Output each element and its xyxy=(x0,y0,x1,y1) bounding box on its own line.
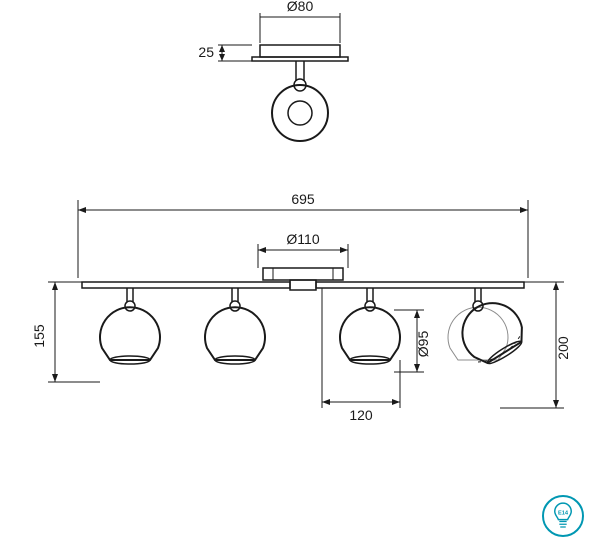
front-view: 695 Ø110 xyxy=(31,191,571,423)
label-spacing: 120 xyxy=(349,407,373,423)
dimension-drawing: Ø80 25 695 xyxy=(0,0,600,553)
label-mount-dia: Ø110 xyxy=(286,231,319,247)
label-top-height: 25 xyxy=(198,44,214,60)
spot-1 xyxy=(100,288,160,364)
spot-3 xyxy=(340,288,400,364)
ceiling-mount xyxy=(263,268,343,280)
label-spot-dia: Ø95 xyxy=(415,331,431,358)
spot-2 xyxy=(205,288,265,364)
bulb-label: E14 xyxy=(558,511,569,517)
dim-top-height: 25 xyxy=(198,44,252,61)
label-left-height: 155 xyxy=(31,324,47,348)
bulb-spec-badge: E14 xyxy=(542,495,584,537)
dim-top-diameter: Ø80 xyxy=(260,0,340,43)
dim-mount-dia: Ø110 xyxy=(258,231,348,268)
spot-4 xyxy=(448,288,532,372)
top-view: Ø80 25 xyxy=(198,0,348,141)
label-base-dia: Ø80 xyxy=(287,0,314,14)
dim-left-height: 155 xyxy=(31,282,100,382)
label-total-width: 695 xyxy=(291,191,315,207)
bulb-icon: E14 xyxy=(552,501,574,531)
track-bar xyxy=(82,280,524,290)
label-right-height: 200 xyxy=(555,336,571,360)
